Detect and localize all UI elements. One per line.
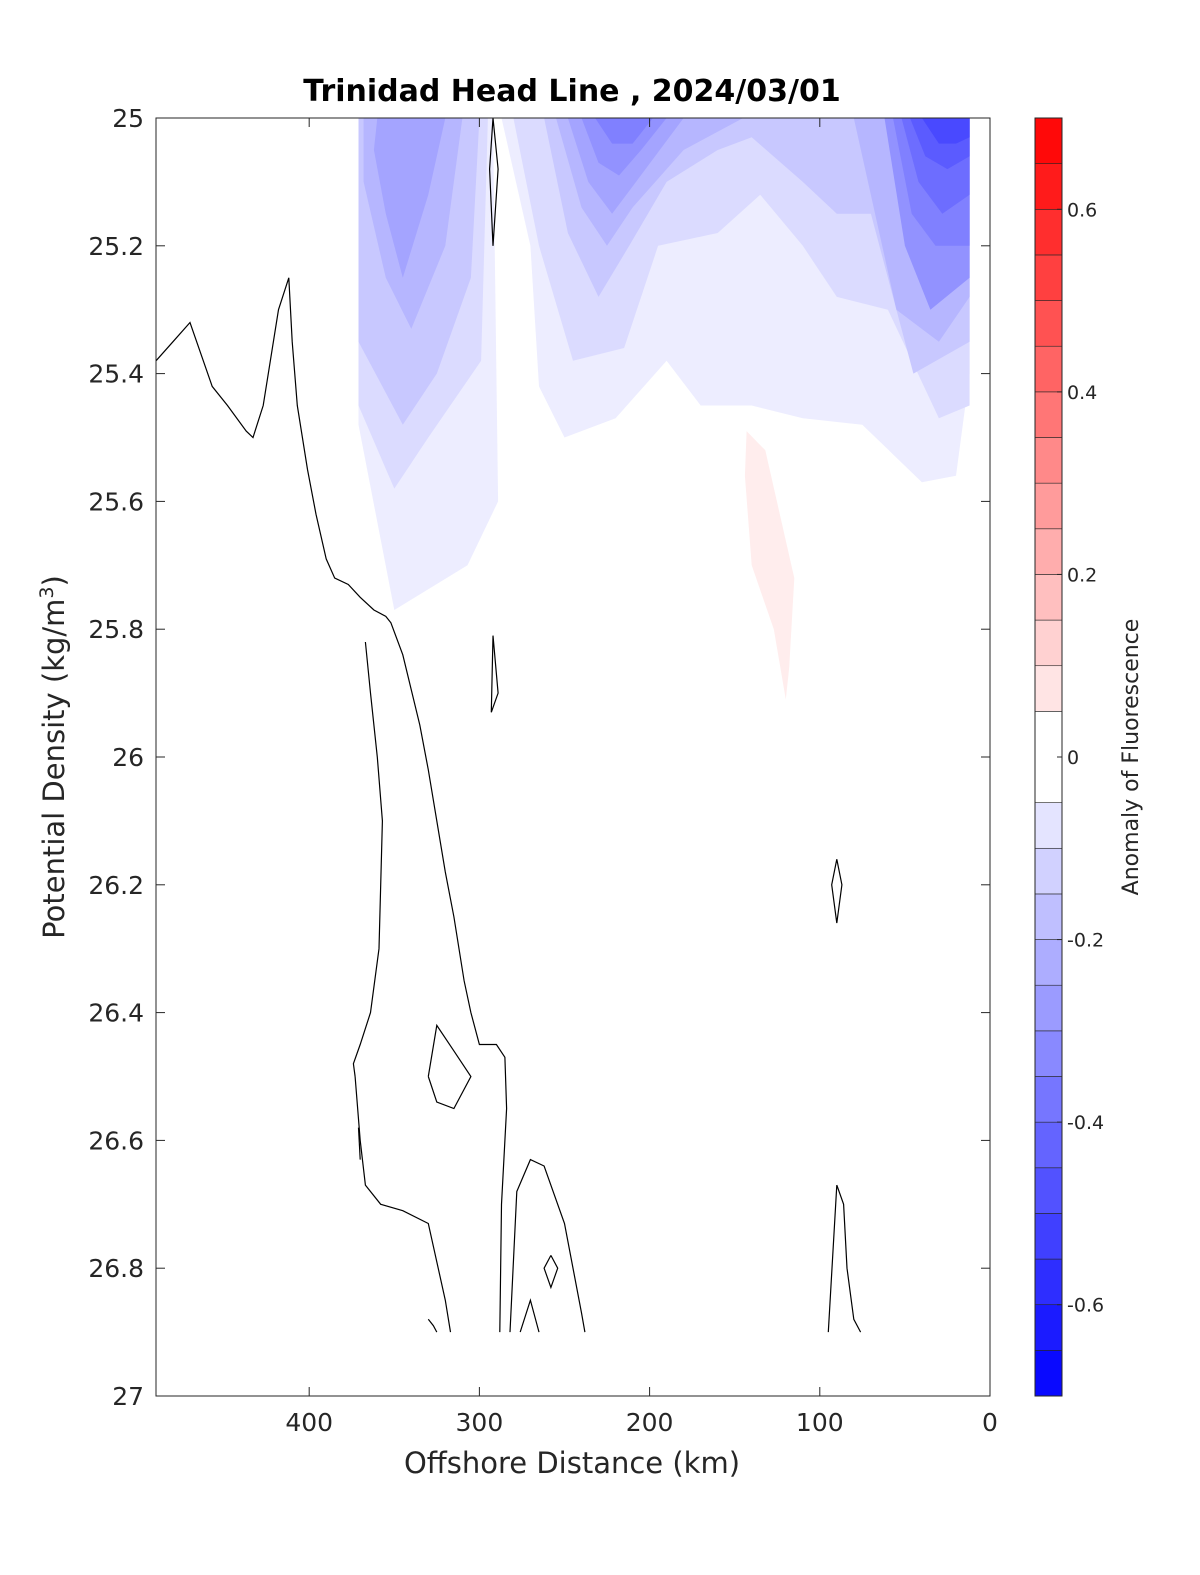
filled-contours bbox=[358, 118, 970, 700]
colorbar-swatch-4 bbox=[1034, 1167, 1063, 1214]
colorbar-swatch-15 bbox=[1034, 619, 1063, 667]
y-tick-label-10: 27 bbox=[112, 1382, 144, 1411]
zero-contour-line-9 bbox=[519, 1298, 540, 1333]
colorbar-swatch-0 bbox=[1034, 1350, 1063, 1397]
zero-contour-line-0 bbox=[156, 277, 508, 1333]
plot-area: 400 300 200 100 0 25 25.2 25.4 25.6 25.8 26 26.2 26… bbox=[88, 104, 998, 1437]
colorbar-swatch-17 bbox=[1034, 528, 1063, 575]
colorbar: 0.6 0.4 0.2 0 -0.2 -0.4 -0.6 Anomaly of Fluore… bbox=[1034, 117, 1144, 1397]
colorbar-swatch-10 bbox=[1034, 893, 1063, 940]
y-tick-label-9: 26.8 bbox=[88, 1254, 144, 1283]
zero-contour-line-11 bbox=[509, 1158, 586, 1333]
colorbar-swatch-1 bbox=[1034, 1304, 1063, 1351]
contour-fill-16 bbox=[921, 118, 970, 144]
y-axis-label: Potential Density (kg/m3) bbox=[36, 575, 71, 939]
colorbar-swatch-8 bbox=[1034, 984, 1063, 1032]
x-axis-ticks: 400 300 200 100 0 bbox=[285, 118, 998, 1437]
x-axis-label: Offshore Distance (km) bbox=[404, 1446, 740, 1480]
x-tick-label-1: 300 bbox=[456, 1408, 504, 1437]
y-axis-label-close: ) bbox=[37, 575, 71, 586]
colorbar-tick-label-2: 0.2 bbox=[1067, 564, 1097, 586]
chart-title: Trinidad Head Line , 2024/03/01 bbox=[303, 74, 840, 109]
colorbar-swatch-21 bbox=[1034, 345, 1063, 393]
contour-fill-11 bbox=[595, 118, 653, 144]
colorbar-tick-label-6: -0.6 bbox=[1067, 1295, 1104, 1317]
contour-fill-8 bbox=[556, 118, 970, 342]
contour-fill-10 bbox=[581, 118, 667, 176]
colorbar-tick-label-1: 0.4 bbox=[1067, 382, 1097, 404]
contour-fill-4 bbox=[373, 118, 446, 278]
zero-contour-line-8 bbox=[543, 1255, 559, 1290]
y-axis-ticks: 25 25.2 25.4 25.6 25.8 26 26.2 26.4 26.6 26.8 27 bbox=[88, 104, 990, 1411]
zero-contour-line-5 bbox=[488, 118, 499, 246]
x-tick-label-0: 400 bbox=[285, 1408, 333, 1437]
colorbar-swatch-11 bbox=[1034, 847, 1063, 895]
zero-contour-line-2 bbox=[354, 1076, 452, 1333]
y-tick-label-3: 25.6 bbox=[88, 487, 144, 516]
colorbar-swatch-7 bbox=[1034, 1030, 1063, 1077]
colorbar-swatch-16 bbox=[1034, 574, 1063, 621]
zero-contour-line-1 bbox=[352, 641, 384, 1077]
colorbar-swatch-14 bbox=[1034, 665, 1063, 712]
colorbar-swatch-24 bbox=[1034, 208, 1063, 256]
colorbar-swatch-19 bbox=[1034, 437, 1063, 484]
zero-contour-line-12 bbox=[357, 1127, 361, 1160]
colorbar-swatch-12 bbox=[1034, 802, 1063, 849]
colorbar-swatch-25 bbox=[1034, 163, 1063, 210]
colorbar-tick-label-5: -0.4 bbox=[1067, 1112, 1104, 1134]
y-tick-label-5: 26 bbox=[112, 743, 144, 772]
zero-contour-line-3 bbox=[427, 1318, 438, 1333]
x-tick-label-3: 100 bbox=[796, 1408, 844, 1437]
x-tick-label-2: 200 bbox=[626, 1408, 674, 1437]
y-axis-label-main: Potential Density (kg/m bbox=[37, 599, 71, 939]
zero-contour-line-10 bbox=[827, 1184, 862, 1333]
y-tick-label-7: 26.4 bbox=[88, 999, 144, 1028]
colorbar-label: Anomaly of Fluorescence bbox=[1119, 619, 1144, 896]
colorbar-swatch-6 bbox=[1034, 1076, 1063, 1123]
colorbar-swatch-9 bbox=[1034, 939, 1063, 986]
colorbar-swatch-20 bbox=[1034, 391, 1063, 438]
y-tick-label-8: 26.6 bbox=[88, 1126, 144, 1155]
colorbar-swatch-26 bbox=[1034, 117, 1063, 164]
zero-contour-lines bbox=[156, 118, 862, 1333]
y-tick-label-2: 25.4 bbox=[88, 360, 144, 389]
colorbar-swatch-23 bbox=[1034, 254, 1063, 301]
zero-contour-line-6 bbox=[490, 635, 499, 713]
zero-contour-line-4 bbox=[427, 1023, 472, 1110]
colorbar-tick-label-4: -0.2 bbox=[1067, 930, 1104, 952]
colorbar-swatch-18 bbox=[1034, 482, 1063, 530]
colorbar-ticks: 0.6 0.4 0.2 0 -0.2 -0.4 -0.6 bbox=[1057, 199, 1104, 1317]
zero-contour-line-7 bbox=[831, 859, 843, 924]
colorbar-swatch-2 bbox=[1034, 1258, 1063, 1306]
colorbar-tick-label-3: 0 bbox=[1067, 747, 1079, 769]
y-axis-label-superscript: 3 bbox=[36, 586, 58, 598]
contour-fill-17 bbox=[744, 431, 795, 700]
colorbar-swatch-3 bbox=[1034, 1213, 1063, 1260]
colorbar-tick-label-0: 0.6 bbox=[1067, 199, 1097, 221]
x-tick-label-4: 0 bbox=[982, 1408, 998, 1437]
y-tick-label-0: 25 bbox=[112, 104, 144, 133]
colorbar-swatch-22 bbox=[1034, 300, 1063, 347]
y-tick-label-4: 25.8 bbox=[88, 615, 144, 644]
y-tick-label-1: 25.2 bbox=[88, 232, 144, 261]
y-tick-label-6: 26.2 bbox=[88, 871, 144, 900]
colorbar-swatch-5 bbox=[1034, 1121, 1063, 1169]
